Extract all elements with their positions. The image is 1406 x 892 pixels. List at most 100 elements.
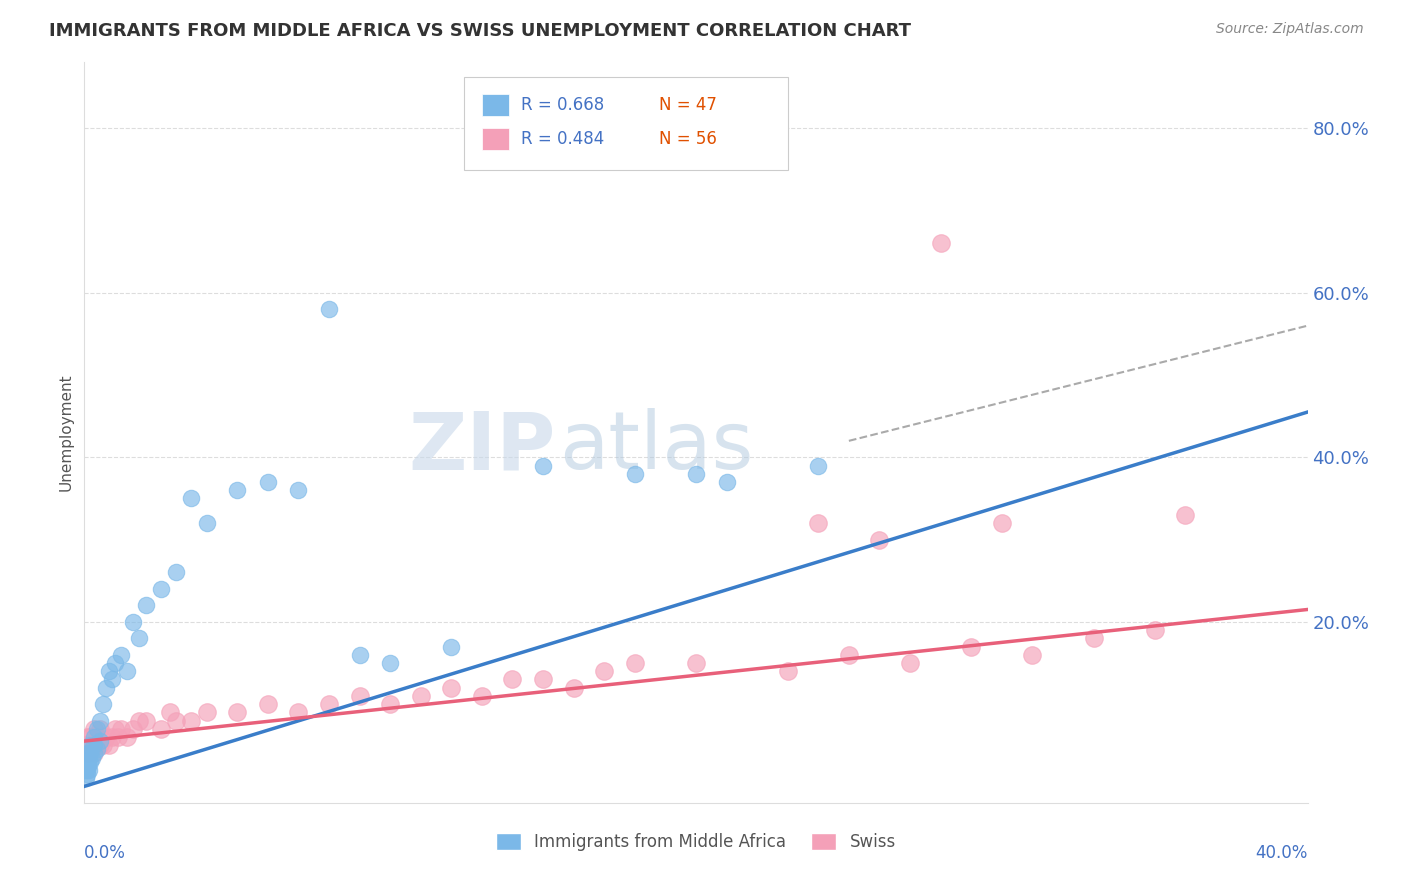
Y-axis label: Unemployment: Unemployment (58, 374, 73, 491)
Point (128, 714, 150, 728)
FancyBboxPatch shape (482, 94, 509, 116)
Point (807, 516, 830, 530)
Legend: Immigrants from Middle Africa, Swiss: Immigrants from Middle Africa, Swiss (489, 826, 903, 857)
Point (149, 722, 172, 736)
Point (165, 714, 187, 728)
Point (97, 738, 120, 752)
Text: N = 56: N = 56 (659, 129, 717, 148)
Point (180, 714, 202, 728)
Point (76, 767, 98, 781)
Point (89, 714, 111, 728)
Point (960, 640, 983, 654)
Point (128, 632, 150, 646)
Point (77, 758, 100, 772)
Point (115, 664, 138, 678)
Point (77, 750, 100, 764)
Text: 40.0%: 40.0% (1256, 844, 1308, 862)
Point (86, 722, 108, 736)
Point (101, 730, 124, 744)
Point (685, 467, 707, 481)
Point (776, 664, 799, 678)
Point (75, 755, 97, 769)
Text: ZIP: ZIP (408, 409, 555, 486)
Point (257, 475, 280, 489)
Point (86, 742, 108, 756)
Point (73, 738, 96, 752)
Point (75, 747, 97, 761)
Point (471, 689, 494, 703)
Point (107, 730, 129, 744)
Point (80, 750, 103, 764)
FancyBboxPatch shape (482, 128, 509, 150)
Point (115, 730, 138, 744)
Point (1083, 632, 1105, 646)
Point (79, 738, 101, 752)
Point (110, 722, 132, 736)
Point (79, 755, 101, 769)
Point (76, 738, 98, 752)
Point (94, 681, 117, 695)
Point (83, 747, 105, 761)
Point (440, 640, 463, 654)
Text: N = 47: N = 47 (659, 95, 717, 113)
Point (122, 722, 145, 736)
Point (135, 714, 157, 728)
Point (195, 516, 218, 530)
Point (226, 483, 249, 498)
Point (502, 673, 524, 687)
Text: IMMIGRANTS FROM MIDDLE AFRICA VS SWISS UNEMPLOYMENT CORRELATION CHART: IMMIGRANTS FROM MIDDLE AFRICA VS SWISS U… (49, 22, 911, 40)
Point (716, 475, 738, 489)
Text: 0.0%: 0.0% (84, 844, 127, 862)
Point (86, 730, 108, 744)
Point (110, 648, 132, 662)
Point (440, 681, 463, 695)
Point (531, 673, 554, 687)
Point (318, 302, 340, 317)
Point (380, 656, 402, 670)
Point (991, 516, 1014, 530)
Point (97, 664, 120, 678)
Point (79, 730, 101, 744)
FancyBboxPatch shape (464, 78, 787, 169)
Point (77, 755, 100, 769)
Point (77, 747, 100, 761)
Point (91, 738, 114, 752)
Point (104, 722, 127, 736)
Point (89, 738, 111, 752)
Point (83, 730, 105, 744)
Point (349, 648, 371, 662)
Point (89, 722, 111, 736)
Point (1143, 623, 1166, 637)
Text: R = 0.668: R = 0.668 (522, 95, 605, 113)
Point (86, 738, 108, 752)
Point (75, 771, 97, 785)
Point (1021, 648, 1043, 662)
Point (287, 706, 309, 720)
Point (257, 697, 280, 711)
Point (869, 533, 891, 547)
Point (79, 738, 101, 752)
Point (226, 706, 249, 720)
Point (122, 615, 145, 629)
Text: R = 0.484: R = 0.484 (522, 129, 605, 148)
Point (76, 763, 98, 777)
Point (76, 747, 98, 761)
Point (83, 747, 105, 761)
Point (349, 689, 371, 703)
Point (91, 697, 114, 711)
Point (562, 681, 585, 695)
Point (195, 706, 218, 720)
Point (149, 582, 172, 596)
Point (180, 491, 202, 506)
Point (83, 722, 105, 736)
Point (685, 656, 707, 670)
Point (624, 656, 647, 670)
Point (104, 656, 127, 670)
Point (318, 697, 340, 711)
Point (593, 664, 616, 678)
Point (409, 689, 432, 703)
Point (531, 458, 554, 473)
Point (94, 730, 117, 744)
Point (75, 763, 97, 777)
Point (1174, 508, 1197, 522)
